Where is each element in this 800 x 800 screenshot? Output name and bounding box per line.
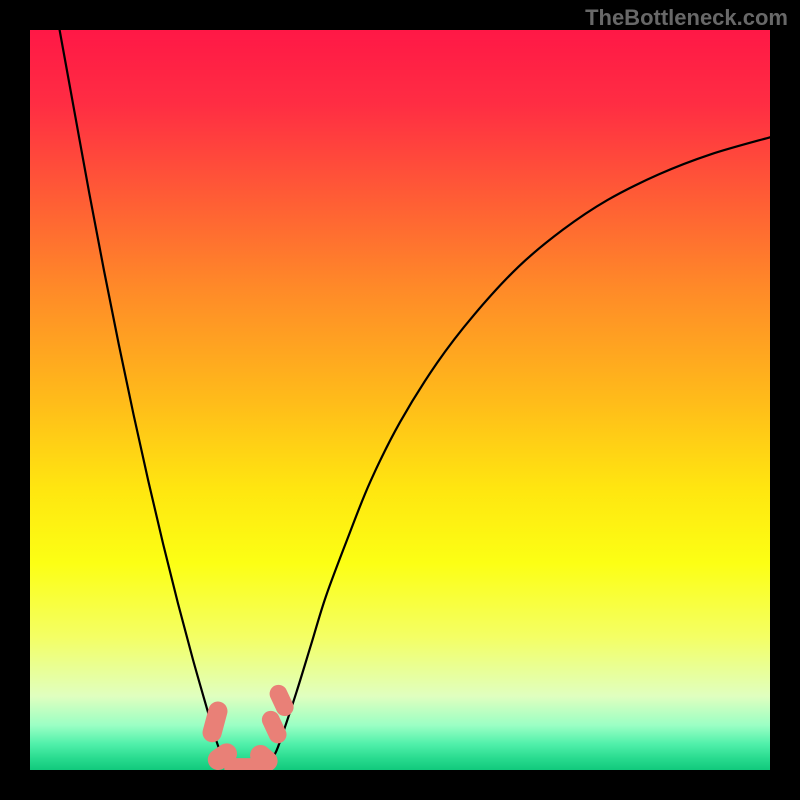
chart-svg xyxy=(0,0,800,800)
plot-area xyxy=(30,30,770,770)
watermark-text: TheBottleneck.com xyxy=(585,5,788,31)
chart-root: TheBottleneck.com xyxy=(0,0,800,800)
